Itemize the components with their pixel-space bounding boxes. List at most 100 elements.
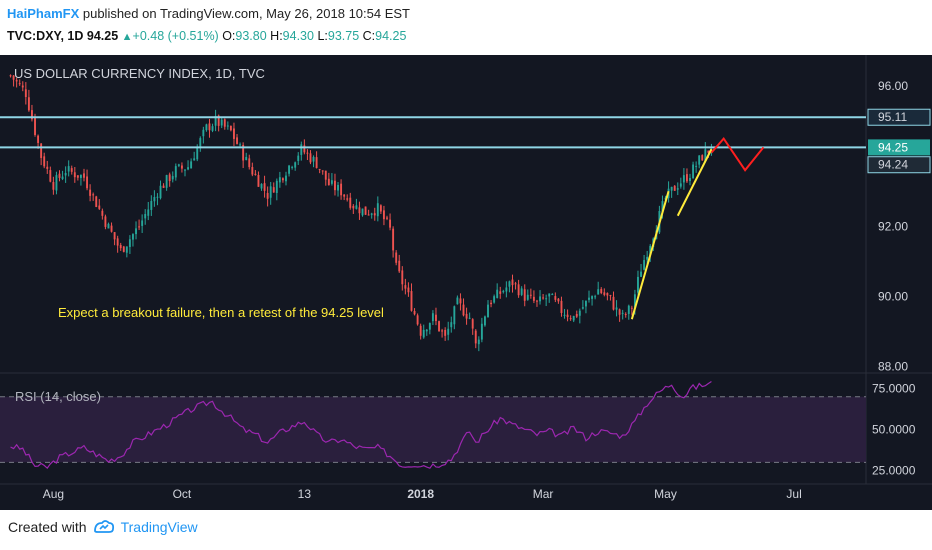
last-price-label: 94.24: [878, 158, 908, 172]
candle-body: [646, 256, 649, 260]
candle-body: [260, 183, 263, 189]
candle-body: [692, 164, 695, 179]
candle-body: [569, 318, 572, 320]
candle-body: [76, 175, 79, 178]
candle-body: [621, 312, 624, 314]
candle-body: [428, 323, 431, 330]
price-tick-label: 90.00: [878, 289, 908, 303]
candle-body: [413, 310, 416, 315]
author-name[interactable]: HaiPhamFX: [7, 6, 80, 21]
candle-body: [401, 270, 404, 285]
candle-body: [698, 155, 701, 165]
candle-body: [266, 192, 269, 199]
candle-body: [162, 185, 165, 188]
candle-body: [251, 167, 254, 175]
candle-body: [269, 186, 272, 198]
tradingview-brand[interactable]: TradingView: [120, 519, 198, 535]
candle-body: [379, 205, 382, 212]
candle-body: [122, 246, 125, 252]
candle-body: [581, 307, 584, 309]
candle-body: [18, 83, 21, 85]
candle-body: [288, 165, 291, 174]
candle-body: [21, 85, 24, 88]
candle-body: [132, 234, 134, 240]
symbol-bar: TVC:DXY, 1D 94.25 ▲+0.48 (+0.51%) O:93.8…: [7, 29, 406, 43]
candle-body: [135, 228, 137, 235]
candle-body: [477, 339, 480, 345]
candle-body: [223, 119, 226, 127]
candle-body: [337, 184, 339, 191]
candle-body: [367, 214, 370, 216]
candle-body: [306, 152, 309, 154]
candle-body: [352, 205, 355, 209]
candle-body: [61, 176, 64, 180]
candle-body: [398, 260, 401, 272]
candle-body: [615, 307, 618, 310]
candle-body: [441, 330, 444, 332]
candle-body: [190, 161, 193, 169]
candle-body: [689, 178, 691, 181]
symbol-name[interactable]: TVC:DXY, 1D: [7, 29, 84, 43]
candle-body: [147, 209, 150, 216]
candle-body: [263, 183, 266, 191]
candle-body: [490, 302, 493, 305]
candle-body: [355, 205, 358, 209]
candle-body: [376, 203, 379, 217]
candle-body: [27, 97, 30, 111]
candle-body: [618, 309, 621, 315]
candle-body: [245, 156, 248, 161]
candle-body: [389, 219, 392, 228]
ohlc-low: L:93.75: [317, 29, 360, 43]
candle-body: [557, 298, 560, 302]
candle-body: [226, 125, 229, 127]
candle-body: [679, 183, 682, 187]
candle-body: [214, 115, 217, 126]
candle-body: [174, 166, 177, 178]
candle-body: [511, 279, 514, 286]
candle-body: [358, 207, 361, 214]
candle-body: [98, 205, 101, 209]
candle-body: [523, 289, 526, 301]
candle-body: [110, 225, 113, 232]
candle-body: [257, 175, 260, 187]
candle-body: [312, 156, 315, 162]
candle-body: [643, 260, 646, 270]
candle-body: [410, 291, 413, 311]
candle-body: [453, 306, 456, 325]
candle-body: [31, 110, 33, 120]
candle-body: [153, 197, 156, 202]
candle-body: [520, 288, 523, 295]
candle-body: [101, 210, 104, 216]
chart-canvas[interactable]: 96.00 92.00 90.00 88.00 95.11 94.25 94.24 75.00…: [0, 55, 932, 510]
candle-body: [474, 330, 477, 344]
candle-body: [202, 129, 205, 137]
candle-body: [12, 75, 15, 80]
candle-body: [364, 206, 367, 215]
candle-body: [502, 291, 505, 293]
candle-body: [291, 166, 294, 168]
candle-body: [217, 115, 220, 126]
projection-path: [710, 136, 765, 172]
time-tick-label: Mar: [533, 487, 554, 501]
annotation-text: Expect a breakout failure, then a retest…: [58, 305, 384, 320]
price-tick-label: 96.00: [878, 79, 908, 93]
ohlc-high: H:94.30: [270, 29, 314, 43]
time-tick-label: May: [654, 487, 677, 501]
candle-body: [682, 175, 685, 183]
candle-body: [297, 155, 300, 161]
candle-body: [275, 180, 278, 193]
candle-body: [517, 284, 520, 296]
candle-body: [180, 165, 183, 169]
publish-info: HaiPhamFX published on TradingView.com, …: [7, 6, 410, 21]
candle-body: [435, 314, 437, 322]
candle-body: [545, 298, 548, 300]
rsi-label: RSI (14, close): [15, 389, 101, 404]
candle-body: [392, 228, 395, 251]
candle-body: [597, 289, 600, 295]
candle-body: [64, 172, 67, 176]
candle-body: [281, 178, 284, 181]
candle-body: [624, 313, 627, 315]
chart-area[interactable]: 96.00 92.00 90.00 88.00 95.11 94.25 94.24 75.00…: [0, 55, 932, 510]
level-label-box: [868, 139, 930, 156]
candle-body: [588, 297, 590, 300]
